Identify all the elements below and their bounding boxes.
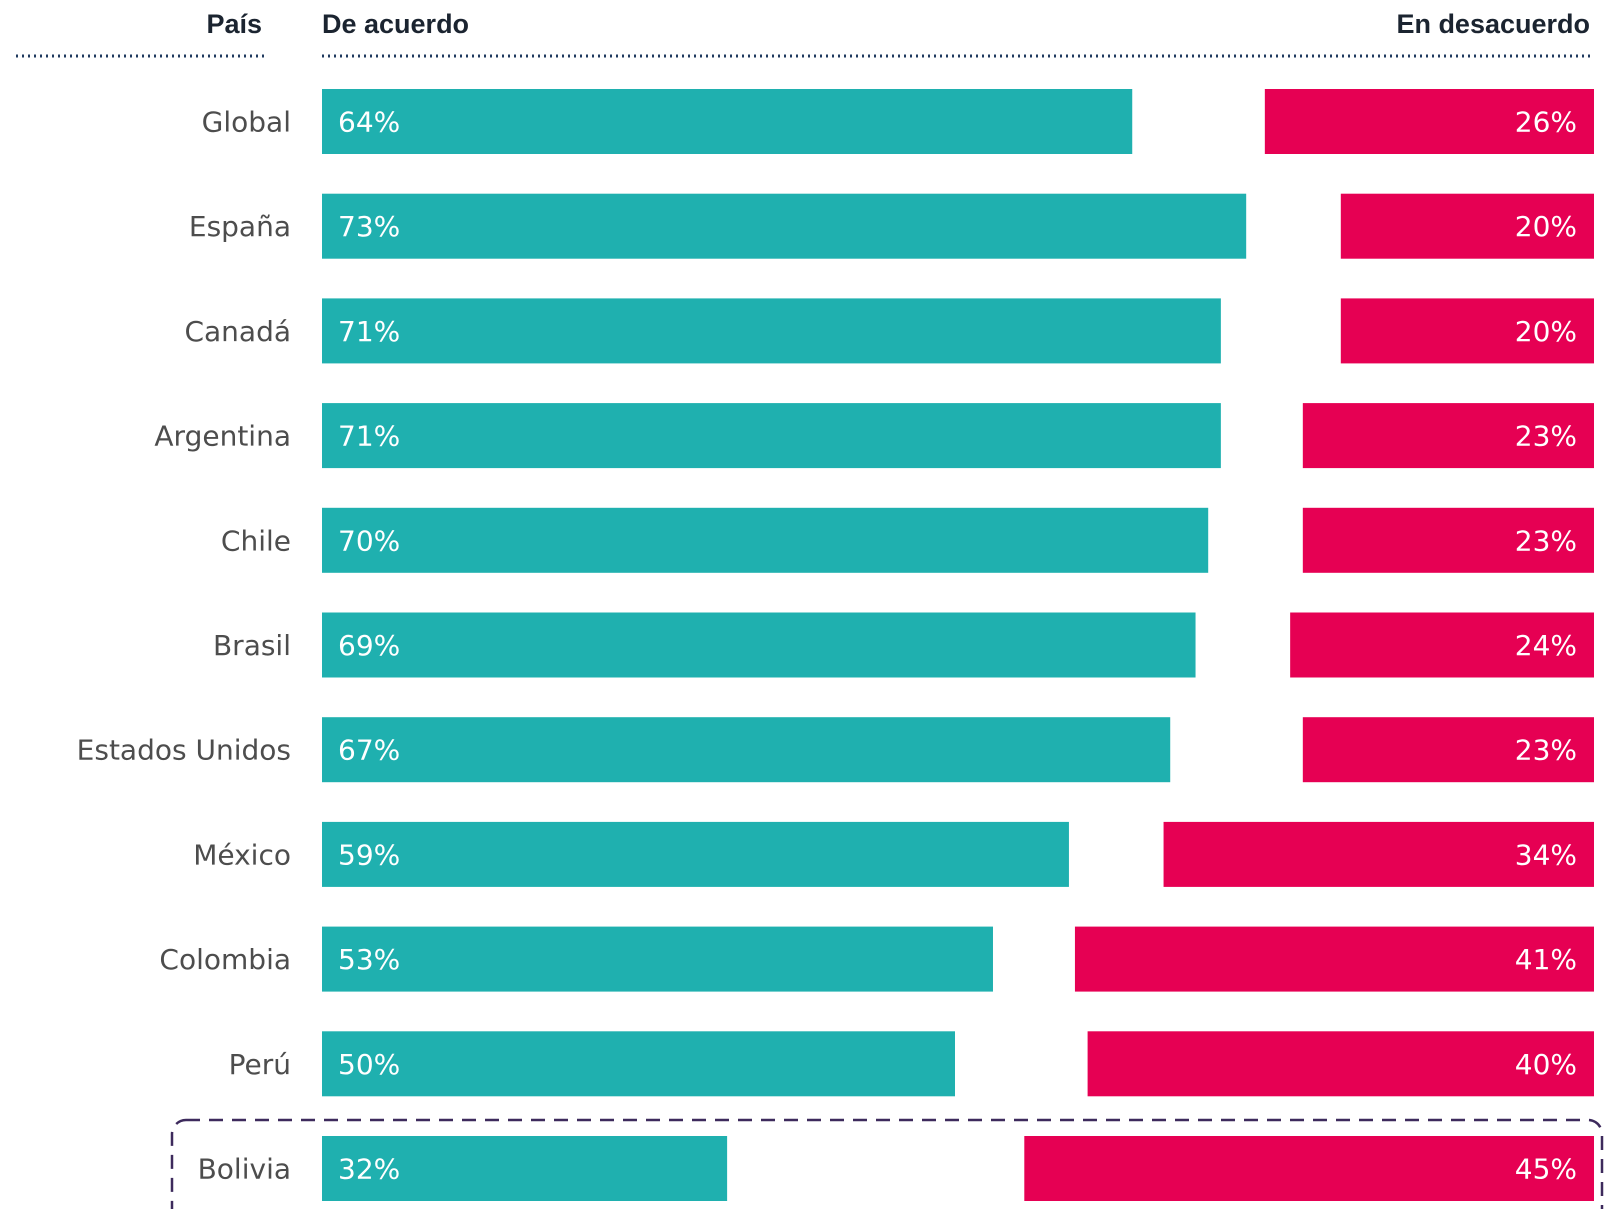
disagree-value-label: 20%	[1515, 315, 1577, 348]
agree-bar	[322, 403, 1221, 469]
agree-bar	[322, 1031, 955, 1097]
agree-value-label: 69%	[338, 629, 400, 662]
disagree-bar	[1302, 403, 1594, 469]
chart-row-colombia: Colombia 53% 41%	[159, 926, 1594, 992]
chart-row-bolivia: Bolivia 32% 45%	[198, 1136, 1594, 1201]
agree-bar	[322, 717, 1171, 783]
chart-row-canada: Canadá 71% 20%	[184, 298, 1594, 364]
agree-bar	[322, 298, 1221, 364]
disagree-value-label: 40%	[1515, 1048, 1577, 1081]
agree-value-label: 67%	[338, 734, 400, 767]
disagree-value-label: 23%	[1515, 420, 1577, 453]
agree-bar	[322, 1136, 728, 1201]
disagree-bar	[1087, 1031, 1594, 1097]
disagree-value-label: 23%	[1515, 734, 1577, 767]
agree-value-label: 32%	[338, 1153, 400, 1186]
country-label: Estados Unidos	[77, 734, 291, 767]
chart-header: País De acuerdo En desacuerdo	[16, 9, 1590, 58]
agree-value-label: 59%	[338, 838, 400, 871]
agree-bar	[322, 89, 1133, 154]
disagree-column-header: En desacuerdo	[1396, 9, 1590, 39]
agree-value-label: 53%	[338, 943, 400, 976]
chart-row-peru: Perú 50% 40%	[229, 1031, 1594, 1097]
agree-value-label: 50%	[338, 1048, 400, 1081]
country-label: Perú	[229, 1048, 291, 1081]
chart-row-global: Global 64% 26%	[202, 89, 1594, 154]
agree-value-label: 64%	[338, 106, 400, 139]
chart-rows: Global 64% 26% España 73% 20% Canadá 71% 20% Arge…	[77, 89, 1594, 1201]
country-label: España	[189, 210, 291, 243]
agree-value-label: 71%	[338, 420, 400, 453]
disagree-value-label: 26%	[1515, 106, 1577, 139]
disagree-bar	[1302, 507, 1594, 573]
disagree-value-label: 23%	[1515, 524, 1577, 557]
chart-row-brasil: Brasil 69% 24%	[213, 612, 1594, 678]
country-label: Chile	[221, 524, 291, 557]
agree-bar	[322, 821, 1069, 887]
disagree-bar	[1163, 821, 1594, 887]
disagree-bar	[1024, 1136, 1594, 1201]
disagree-bar	[1340, 193, 1594, 259]
disagree-bar	[1074, 926, 1594, 992]
disagree-value-label: 45%	[1515, 1153, 1577, 1186]
disagree-bar	[1340, 298, 1594, 364]
country-column-header: País	[206, 9, 262, 39]
country-label: México	[193, 838, 291, 871]
agree-column-header: De acuerdo	[322, 9, 469, 39]
chart-row-mexico: México 59% 34%	[193, 821, 1594, 887]
disagree-bar	[1302, 717, 1594, 783]
disagree-value-label: 24%	[1515, 629, 1577, 662]
country-label: Canadá	[184, 315, 291, 348]
country-label: Brasil	[213, 629, 291, 662]
disagree-bar	[1290, 612, 1594, 678]
chart-row-chile: Chile 70% 23%	[221, 507, 1594, 573]
agree-bar	[322, 507, 1209, 573]
agree-value-label: 70%	[338, 524, 400, 557]
disagree-value-label: 34%	[1515, 838, 1577, 871]
agree-bar	[322, 193, 1247, 259]
country-label: Global	[202, 106, 291, 139]
highlight-box	[170, 1118, 1604, 1209]
country-label: Argentina	[154, 420, 291, 453]
disagree-bar	[1264, 89, 1594, 154]
disagree-value-label: 41%	[1515, 943, 1577, 976]
chart-row-argentina: Argentina 71% 23%	[154, 403, 1594, 469]
chart-row-espana: España 73% 20%	[189, 193, 1594, 259]
country-label: Colombia	[159, 943, 291, 976]
chart-row-estados-unidos: Estados Unidos 67% 23%	[77, 717, 1594, 783]
agree-bar	[322, 612, 1196, 678]
agree-value-label: 73%	[338, 210, 400, 243]
disagree-value-label: 20%	[1515, 210, 1577, 243]
agree-value-label: 71%	[338, 315, 400, 348]
agree-bar	[322, 926, 993, 992]
country-label: Bolivia	[198, 1153, 291, 1186]
